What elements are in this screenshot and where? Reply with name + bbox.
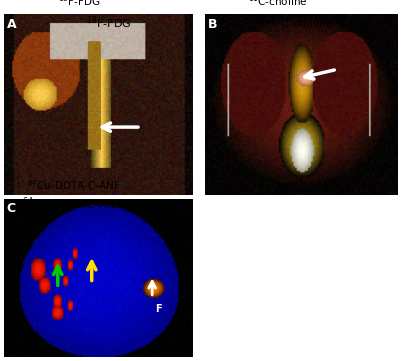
Text: B: B xyxy=(207,18,217,31)
Text: $^{18}$F-FDG: $^{18}$F-FDG xyxy=(58,0,100,8)
Text: $^{11}$C-choline: $^{11}$C-choline xyxy=(248,0,307,8)
Text: $^{18}$F-FDG: $^{18}$F-FDG xyxy=(86,14,131,31)
Text: F: F xyxy=(155,304,161,314)
Text: $^{11}$C-choline: $^{11}$C-choline xyxy=(269,14,332,31)
Text: A: A xyxy=(6,18,16,31)
Text: C: C xyxy=(6,202,16,215)
Text: $^{64}$Cu-DOTA-C-ANF: $^{64}$Cu-DOTA-C-ANF xyxy=(22,195,122,212)
Text: $^{64}$Cu-DOTA-C-ANF: $^{64}$Cu-DOTA-C-ANF xyxy=(27,178,121,192)
